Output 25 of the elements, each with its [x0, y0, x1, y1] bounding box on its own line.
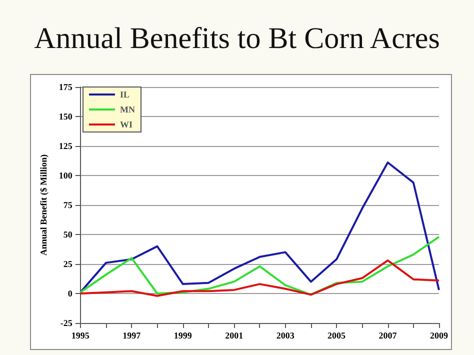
x-tick-label: 1997	[122, 330, 142, 340]
y-tick-label: -25	[60, 318, 73, 328]
line-series	[79, 162, 440, 294]
x-tick-label: 2007	[378, 330, 398, 340]
legend-label: WI	[120, 120, 133, 130]
y-tick-label: 75	[63, 200, 73, 210]
y-tick-label: 125	[58, 141, 73, 151]
x-tick-label: 2005	[328, 330, 346, 340]
line-series	[79, 236, 440, 296]
legend-label: IL	[120, 90, 130, 100]
y-tick-label: 50	[63, 230, 73, 240]
y-tick-label: 25	[63, 259, 73, 269]
chart-title: Annual Benefits to Bt Corn Acres	[33, 22, 441, 56]
y-tick-label: 150	[58, 112, 73, 122]
y-tick-label: 0	[68, 288, 73, 298]
y-axis-title: Annual Benefit ($ Million)	[38, 154, 48, 256]
x-tick-label: 1995	[71, 330, 90, 340]
y-tick-label: 100	[58, 170, 73, 180]
x-tick-label: 1999	[174, 330, 192, 340]
y-tick-label: 175	[58, 82, 73, 92]
legend-label: MN	[120, 104, 136, 114]
x-tick-label: 2009	[430, 330, 448, 340]
x-tick-label: 2001	[225, 330, 244, 340]
line-series	[79, 259, 440, 297]
x-tick-label: 2003	[276, 330, 295, 340]
